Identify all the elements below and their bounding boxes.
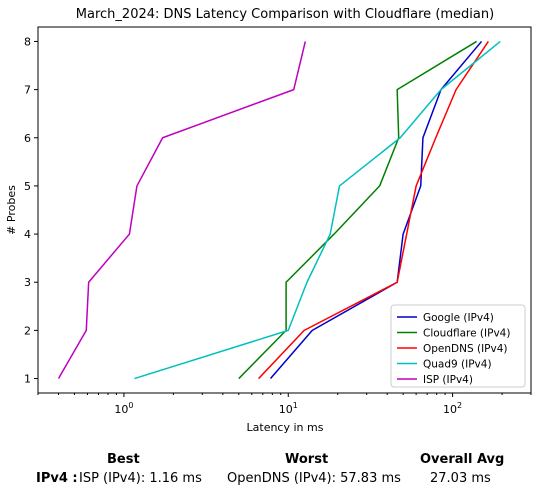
series-line-quad9-ipv4 xyxy=(134,40,501,380)
y-tick-label-5: 5 xyxy=(24,180,31,193)
legend-box xyxy=(390,304,526,388)
x-axis: 100 101 102 xyxy=(37,393,532,416)
y-tick-label-2: 2 xyxy=(24,324,31,337)
latency-chart: March_2024: DNS Latency Comparison with … xyxy=(5,7,532,434)
y-axis: 1 2 3 4 5 6 7 8 xyxy=(24,35,38,386)
series-lines xyxy=(57,40,501,380)
y-tick-label-7: 7 xyxy=(24,84,31,97)
legend-label-isp-ipv4: ISP (IPv4) xyxy=(423,374,473,386)
best-header: Best xyxy=(107,452,140,467)
legend-label-google-ipv4: Google (IPv4) xyxy=(423,312,494,324)
y-tick-label-6: 6 xyxy=(24,132,31,145)
y-axis-label: # Probes xyxy=(5,185,18,235)
legend-label-quad9-ipv4: Quad9 (IPv4) xyxy=(423,359,492,371)
summary-table: Best Worst Overall Avg IPv4 : ISP (IPv4)… xyxy=(0,440,541,496)
plot-frame xyxy=(37,26,532,394)
y-tick-label-4: 4 xyxy=(24,228,31,241)
series-line-cloudflare-ipv4 xyxy=(238,40,477,380)
legend-label-opendns-ipv4: OpenDNS (IPv4) xyxy=(423,343,508,355)
worst-header: Worst xyxy=(285,452,329,467)
chart-title: March_2024: DNS Latency Comparison with … xyxy=(76,7,494,22)
x-tick-label-10^1: 101 xyxy=(279,401,298,416)
legend: Google (IPv4) Cloudflare (IPv4) OpenDNS (I… xyxy=(390,304,526,388)
x-tick-label-10^2: 102 xyxy=(443,401,462,416)
y-tick-label-3: 3 xyxy=(24,276,31,289)
x-axis-label: Latency in ms xyxy=(247,421,324,434)
series-line-isp-ipv4 xyxy=(57,41,307,379)
overall-avg-value: 27.03 ms xyxy=(430,471,491,486)
x-tick-label-10^0: 100 xyxy=(114,401,133,416)
series-line-opendns-ipv4 xyxy=(258,41,489,380)
worst-value: OpenDNS (IPv4): 57.83 ms xyxy=(227,471,401,486)
legend-label-cloudflare-ipv4: Cloudflare (IPv4) xyxy=(423,328,510,340)
y-tick-label-1: 1 xyxy=(24,373,31,386)
y-tick-label-8: 8 xyxy=(24,35,31,48)
overall-avg-header: Overall Avg xyxy=(420,452,505,467)
ipv4-row-label: IPv4 : xyxy=(36,471,78,486)
best-value: ISP (IPv4): 1.16 ms xyxy=(79,471,202,486)
